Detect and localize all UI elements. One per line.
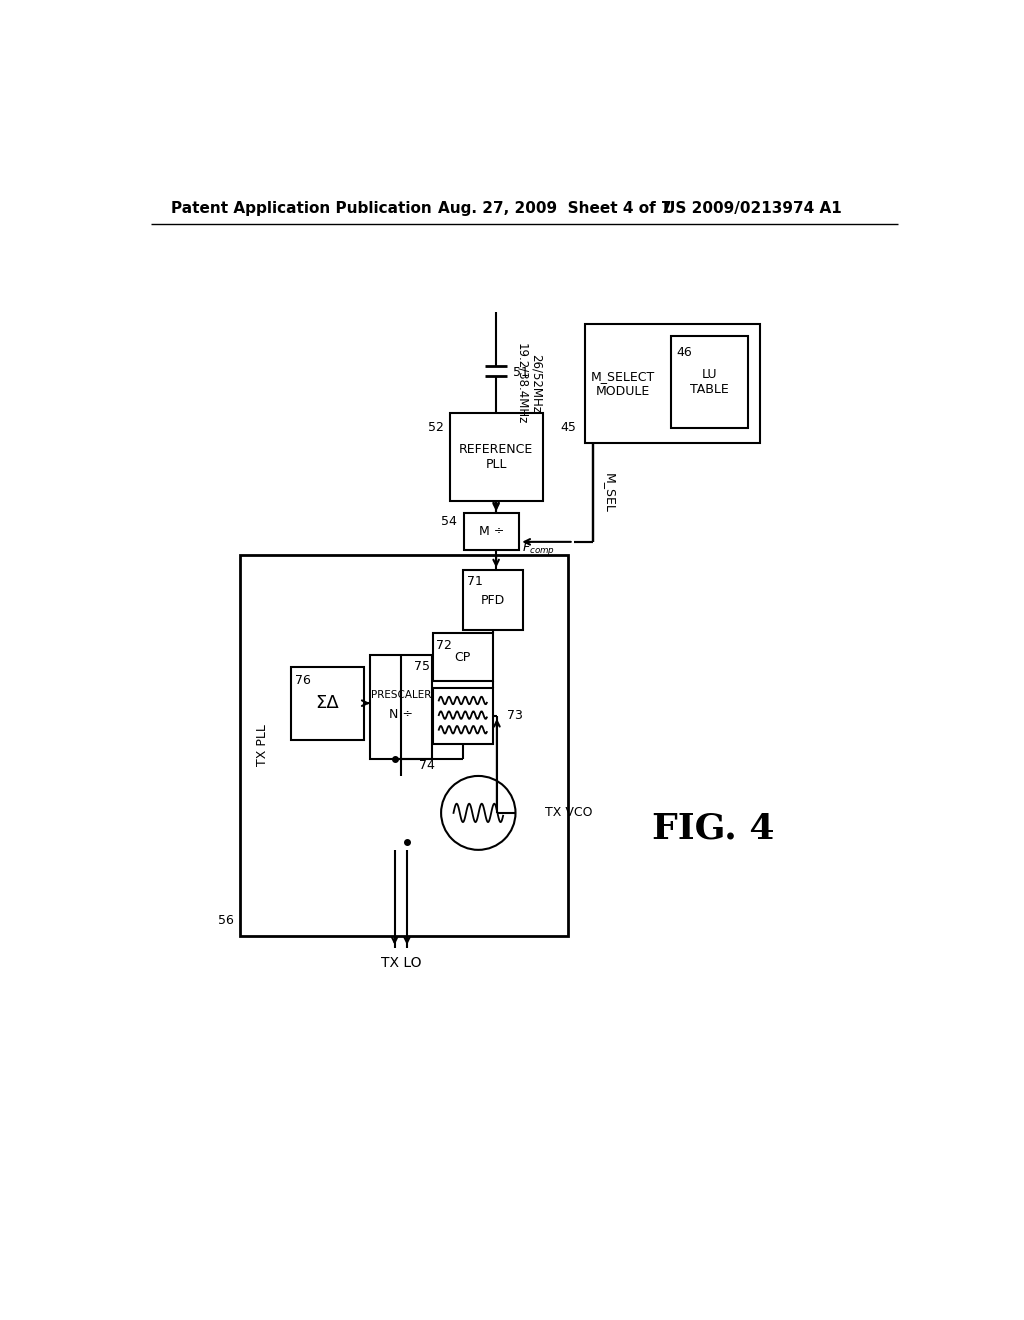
Bar — [241, 554, 568, 936]
Text: 71: 71 — [467, 576, 482, 589]
Text: Aug. 27, 2009  Sheet 4 of 7: Aug. 27, 2009 Sheet 4 of 7 — [438, 201, 672, 216]
Bar — [432, 634, 493, 681]
Text: PRESCALER: PRESCALER — [371, 690, 431, 701]
Bar — [370, 655, 432, 759]
Text: M_SELECT
MODULE: M_SELECT MODULE — [590, 370, 654, 397]
Text: 76: 76 — [295, 675, 310, 686]
Text: 72: 72 — [436, 639, 453, 652]
Text: 46: 46 — [677, 346, 692, 359]
Bar — [463, 570, 523, 631]
Text: TX LO: TX LO — [381, 956, 421, 970]
Text: 54: 54 — [441, 515, 458, 528]
Text: TX VCO: TX VCO — [545, 807, 593, 820]
Text: LU
TABLE: LU TABLE — [690, 368, 729, 396]
Text: 74: 74 — [419, 759, 435, 772]
Text: 45: 45 — [560, 421, 577, 434]
Text: 56: 56 — [218, 915, 234, 927]
Text: ΣΔ: ΣΔ — [315, 694, 339, 713]
Text: M ÷: M ÷ — [479, 524, 504, 537]
Text: FIG. 4: FIG. 4 — [652, 812, 774, 845]
Text: $F_{comp}$: $F_{comp}$ — [522, 540, 555, 557]
Text: 73: 73 — [507, 709, 523, 722]
Bar — [671, 335, 748, 428]
Bar — [586, 323, 760, 444]
Text: 52: 52 — [428, 421, 443, 434]
Bar — [432, 688, 493, 743]
Bar — [464, 512, 519, 549]
Text: REFERENCE
PLL: REFERENCE PLL — [459, 442, 534, 471]
Text: Patent Application Publication: Patent Application Publication — [171, 201, 431, 216]
Text: US 2009/0213974 A1: US 2009/0213974 A1 — [663, 201, 842, 216]
Bar — [450, 413, 543, 502]
Bar — [291, 667, 365, 739]
Text: 26/52MHz
19.2/38.4MHz: 26/52MHz 19.2/38.4MHz — [515, 343, 543, 425]
Text: PFD: PFD — [481, 594, 505, 607]
Text: M_SEL: M_SEL — [602, 473, 615, 512]
Text: 51: 51 — [513, 366, 529, 379]
Text: N ÷: N ÷ — [389, 709, 413, 721]
Text: CP: CP — [455, 651, 471, 664]
Text: 75: 75 — [415, 660, 430, 673]
Text: TX PLL: TX PLL — [256, 725, 268, 767]
